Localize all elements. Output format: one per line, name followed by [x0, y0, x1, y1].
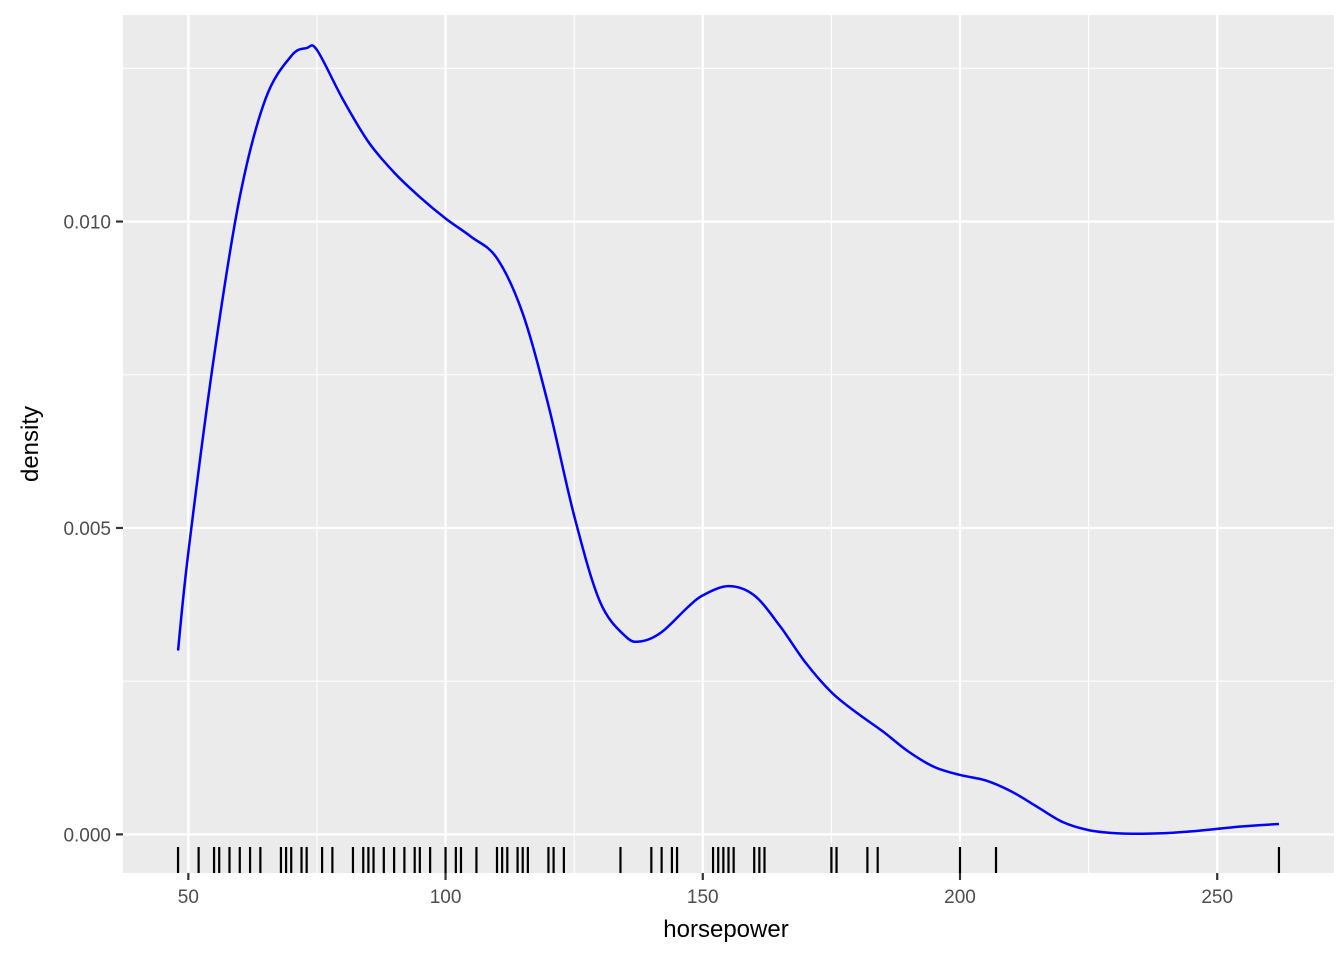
x-tick-label: 200	[944, 887, 976, 908]
x-tick-label: 250	[1201, 887, 1233, 908]
y-tick-label: 0.010	[63, 213, 111, 234]
minor-gridlines	[123, 15, 1334, 873]
y-axis-title: density	[17, 406, 44, 482]
x-tick-label: 100	[430, 887, 462, 908]
x-axis-title: horsepower	[663, 916, 788, 943]
plot-panel	[123, 15, 1334, 873]
y-tick-label: 0.005	[63, 519, 111, 540]
x-tick-label: 50	[178, 887, 199, 908]
y-tick-label: 0.000	[63, 825, 111, 846]
y-axis: 0.000 0.005 0.010	[63, 213, 123, 846]
density-curve	[176, 44, 1280, 836]
rug-marks	[176, 847, 1281, 873]
x-tick-label: 150	[687, 887, 719, 908]
x-axis: 50 100 150 200 250	[178, 873, 1233, 908]
